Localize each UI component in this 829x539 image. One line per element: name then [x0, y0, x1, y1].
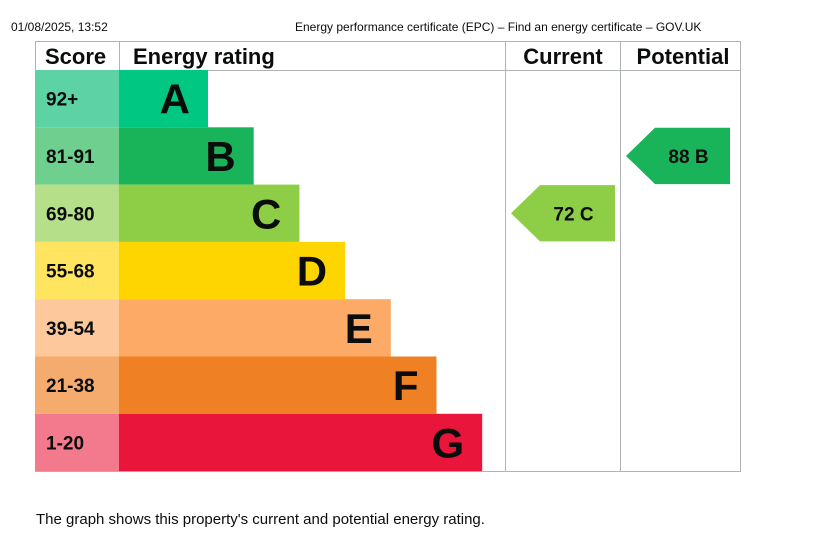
band-letter-e: E: [345, 305, 373, 352]
band-bar-b: [119, 127, 254, 185]
epc-rating-chart: Score Energy rating Current Potential 92…: [35, 41, 741, 472]
band-bar-d: [119, 241, 346, 300]
score-label-b: 81-91: [46, 147, 95, 168]
potential-rating-arrow: [626, 127, 730, 185]
rating-bands: 92+ A 81-91 B 69-80 C 55-68 D 39-54 E 21-38 F 1-20 G: [35, 70, 483, 472]
band-bar-g: [119, 413, 483, 472]
print-page-title: Energy performance certificate (EPC) – F…: [295, 20, 702, 34]
score-label-f: 21-38: [46, 376, 95, 397]
chart-caption: The graph shows this property's current …: [36, 511, 485, 528]
score-header: Score: [45, 44, 106, 69]
score-cell-f: [35, 356, 119, 414]
band-bar-e: [119, 299, 391, 357]
band-bar-a: [119, 70, 208, 128]
score-cell-a: [35, 70, 119, 128]
score-label-c: 69-80: [46, 204, 95, 225]
score-cell-e: [35, 299, 119, 357]
band-letter-a: A: [160, 76, 190, 123]
band-letter-d: D: [297, 248, 327, 295]
print-date: 01/08/2025, 13:52: [11, 20, 108, 34]
potential-header: Potential: [637, 44, 730, 69]
score-cell-d: [35, 241, 119, 300]
score-label-g: 1-20: [46, 433, 84, 454]
band-bar-f: [119, 356, 437, 414]
potential-rating-label: 88 B: [668, 147, 708, 168]
band-letter-b: B: [205, 133, 235, 180]
score-label-d: 55-68: [46, 262, 95, 283]
current-rating-arrow: [511, 185, 615, 242]
band-letter-c: C: [251, 190, 281, 237]
print-header: 01/08/2025, 13:52 Energy performance cer…: [11, 20, 709, 36]
current-header: Current: [523, 44, 603, 69]
rating-markers: 72 C 88 B: [511, 127, 730, 242]
band-bar-c: [119, 184, 300, 242]
score-label-a: 92+: [46, 90, 78, 111]
band-letter-f: F: [393, 362, 419, 409]
band-letter-g: G: [432, 419, 465, 466]
current-rating-label: 72 C: [553, 204, 593, 225]
score-label-e: 39-54: [46, 319, 95, 340]
score-cell-g: [35, 413, 119, 472]
score-cell-b: [35, 127, 119, 185]
energy-rating-header: Energy rating: [133, 44, 275, 69]
score-cell-c: [35, 184, 119, 242]
